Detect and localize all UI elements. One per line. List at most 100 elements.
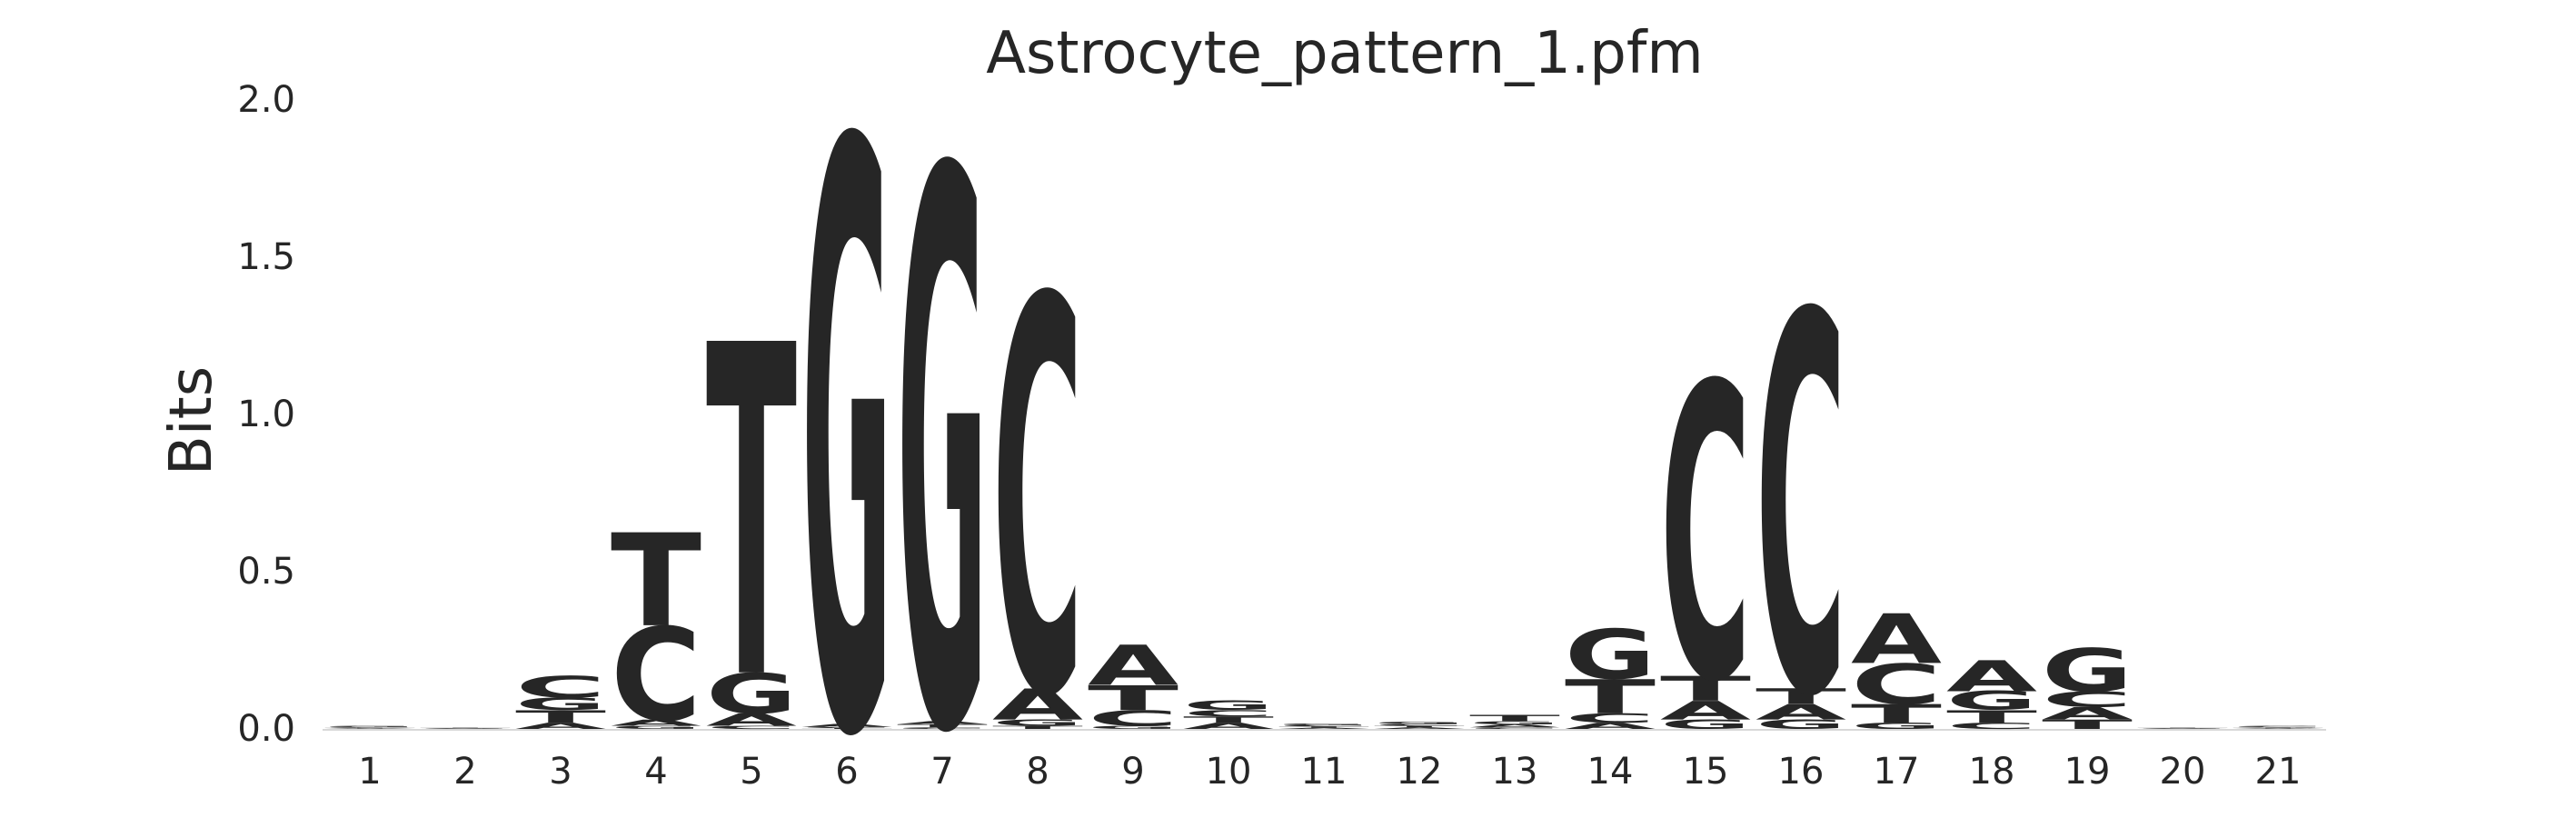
logo-letter-C: C: [1183, 708, 1274, 718]
logo-letter-G: G: [2233, 727, 2323, 728]
x-tick-label: 15: [1683, 751, 1729, 793]
logo-letter-G: G: [1851, 721, 1942, 731]
x-tick-label: 3: [549, 751, 572, 793]
logo-letter-G: G: [1946, 687, 2037, 716]
logo-letter-C: C: [801, 727, 892, 729]
x-tick-label: 6: [835, 751, 858, 793]
logo-letter-G: G: [1183, 698, 1274, 713]
logo-letter-C: C: [992, 189, 1083, 816]
logo-letter-A: A: [1565, 721, 1656, 731]
x-tick-label: 17: [1874, 751, 1920, 793]
x-tick-label: 16: [1778, 751, 1825, 793]
logo-letter-T: T: [611, 507, 701, 656]
logo-letter-G: G: [1278, 723, 1369, 726]
logo-letter-G: G: [1565, 615, 1656, 694]
y-tick-label: 1.0: [237, 394, 295, 435]
logo-letter-T: T: [801, 728, 892, 730]
logo-letter-C: C: [2137, 728, 2228, 729]
logo-letter-G: G: [1660, 717, 1751, 732]
logo-letter-A: A: [1660, 696, 1751, 725]
logo-letter-T: T: [1183, 714, 1275, 724]
logo-letter-C: C: [1946, 721, 2037, 731]
x-tick-label: 11: [1301, 751, 1348, 793]
logo-letter-A: A: [1278, 727, 1369, 729]
y-tick-label: 0.0: [237, 708, 295, 750]
logo-letter-T: T: [1660, 669, 1752, 709]
logo-letter-T: T: [992, 725, 1083, 730]
logo-letter-A: A: [992, 681, 1084, 730]
logo-letter-G: G: [706, 662, 797, 726]
logo-letter-G: G: [1374, 721, 1465, 724]
logo-letter-T: T: [706, 252, 798, 781]
logo-letter-C: C: [1851, 653, 1942, 717]
logo-letter-G: G: [897, 15, 988, 818]
logo-letter-C: C: [515, 670, 606, 704]
logo-letter-C: C: [706, 725, 797, 730]
logo-letter-G: G: [420, 728, 511, 729]
logo-letter-G: G: [611, 725, 701, 730]
logo-letter-C: C: [1374, 723, 1465, 726]
logo-letter-C: C: [324, 727, 415, 728]
logo-letter-T: T: [515, 707, 606, 727]
y-tick-label: 1.5: [237, 236, 295, 278]
x-tick-label: 8: [1026, 751, 1049, 793]
logo-letter-T: T: [2042, 717, 2133, 732]
logo-letter-C: C: [897, 727, 988, 730]
x-tick-label: 7: [930, 751, 953, 793]
logo-letter-A: A: [1469, 723, 1560, 728]
logo-letter-T: T: [2233, 727, 2323, 728]
y-axis-label: Bits: [158, 366, 225, 475]
x-tick-label: 12: [1397, 751, 1443, 793]
x-tick-label: 4: [644, 751, 667, 793]
logo-letter-A: A: [801, 723, 892, 728]
logo-letter-A: A: [897, 720, 988, 724]
y-axis-ticks: 0.0 0.5 1.0 1.5 2.0: [237, 79, 295, 750]
logo-letter-A: A: [324, 728, 415, 729]
logo-letter-T: T: [1946, 707, 2037, 727]
logo-letter-T: T: [1565, 670, 1656, 724]
logo-letter-G: G: [992, 718, 1083, 728]
logo-letter-A: A: [1851, 600, 1942, 679]
logo-letter-A: A: [2137, 729, 2228, 730]
logo-letter-G: G: [515, 694, 606, 714]
logo-letter-A: A: [706, 710, 798, 730]
logo-letter-G: G: [1469, 720, 1560, 724]
logo-letter-A: A: [1755, 700, 1846, 724]
logo-letter-C: C: [611, 601, 701, 750]
logo-letter-G: G: [2137, 728, 2228, 729]
x-tick-label: 13: [1492, 751, 1538, 793]
x-tick-label: 2: [453, 751, 476, 793]
x-tick-label: 19: [2064, 751, 2111, 793]
logo-letter-C: C: [1469, 727, 1560, 730]
chart-title: Astrocyte_pattern_1.pfm: [986, 20, 1704, 87]
logo-letter-C: C: [1660, 301, 1751, 771]
logo-letter-C: C: [1755, 207, 1846, 811]
logo-letter-G: G: [324, 726, 415, 728]
logo-letter-T: T: [2137, 728, 2228, 729]
logo-letter-G: G: [801, 0, 892, 818]
logo-letter-A: A: [2042, 703, 2133, 723]
logo-letter-A: A: [1183, 721, 1274, 731]
x-tick-label: 20: [2160, 751, 2206, 793]
logo-letter-T: T: [324, 727, 415, 728]
logo-letter-T: T: [897, 723, 988, 728]
